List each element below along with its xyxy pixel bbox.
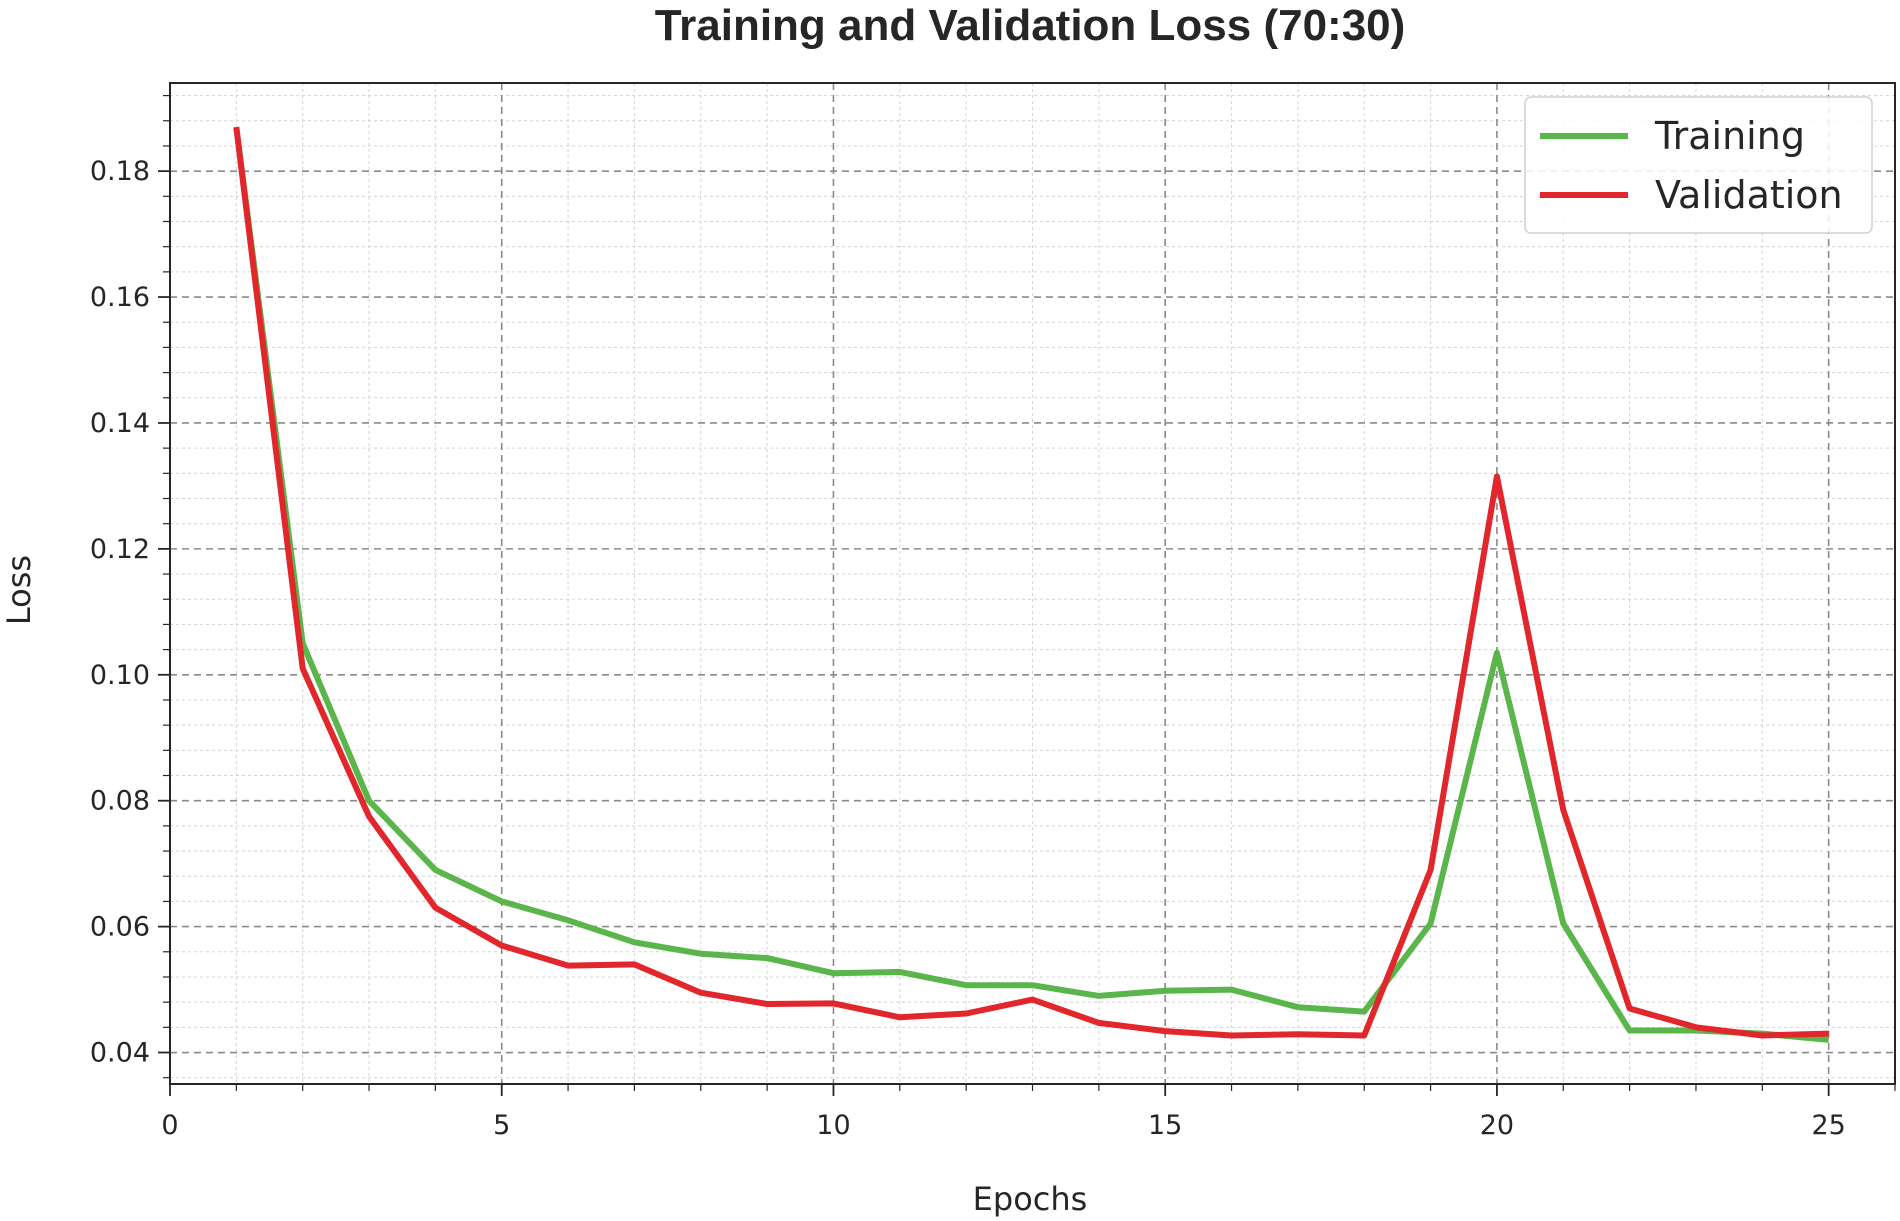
x-tick-label: 20 (1480, 1110, 1514, 1141)
legend-box (1524, 96, 1873, 234)
x-tick-label: 10 (816, 1110, 850, 1141)
series-line-validation (233, 126, 1829, 1039)
y-tick-label: 0.12 (90, 534, 150, 565)
y-tick-label: 0.08 (90, 786, 150, 817)
x-axis-label: Epochs (973, 1180, 1088, 1218)
y-tick-label: 0.14 (90, 408, 150, 439)
legend: Training Validation (1524, 96, 1873, 234)
series-line-training (233, 126, 1829, 1043)
x-tick-label: 25 (1811, 1110, 1845, 1141)
x-tick-label: 15 (1148, 1110, 1182, 1141)
legend-label-training: Training (1654, 114, 1805, 158)
x-tick-label: 0 (161, 1110, 178, 1141)
y-tick-label: 0.18 (90, 156, 150, 187)
y-tick-label: 0.16 (90, 282, 150, 313)
x-tick-label: 5 (493, 1110, 510, 1141)
y-tick-label: 0.10 (90, 660, 150, 691)
chart-title: Training and Validation Loss (70:30) (655, 1, 1406, 50)
y-tick-label: 0.04 (90, 1038, 150, 1069)
y-axis-label: Loss (0, 555, 38, 625)
legend-label-validation: Validation (1655, 173, 1843, 217)
ticks: 0 5 10 15 20 25 0.04 0.06 0.08 0.10 0.12 0.14 0.16 0.… (90, 94, 1896, 1141)
y-tick-label: 0.06 (90, 912, 150, 943)
series-lines (233, 126, 1829, 1043)
